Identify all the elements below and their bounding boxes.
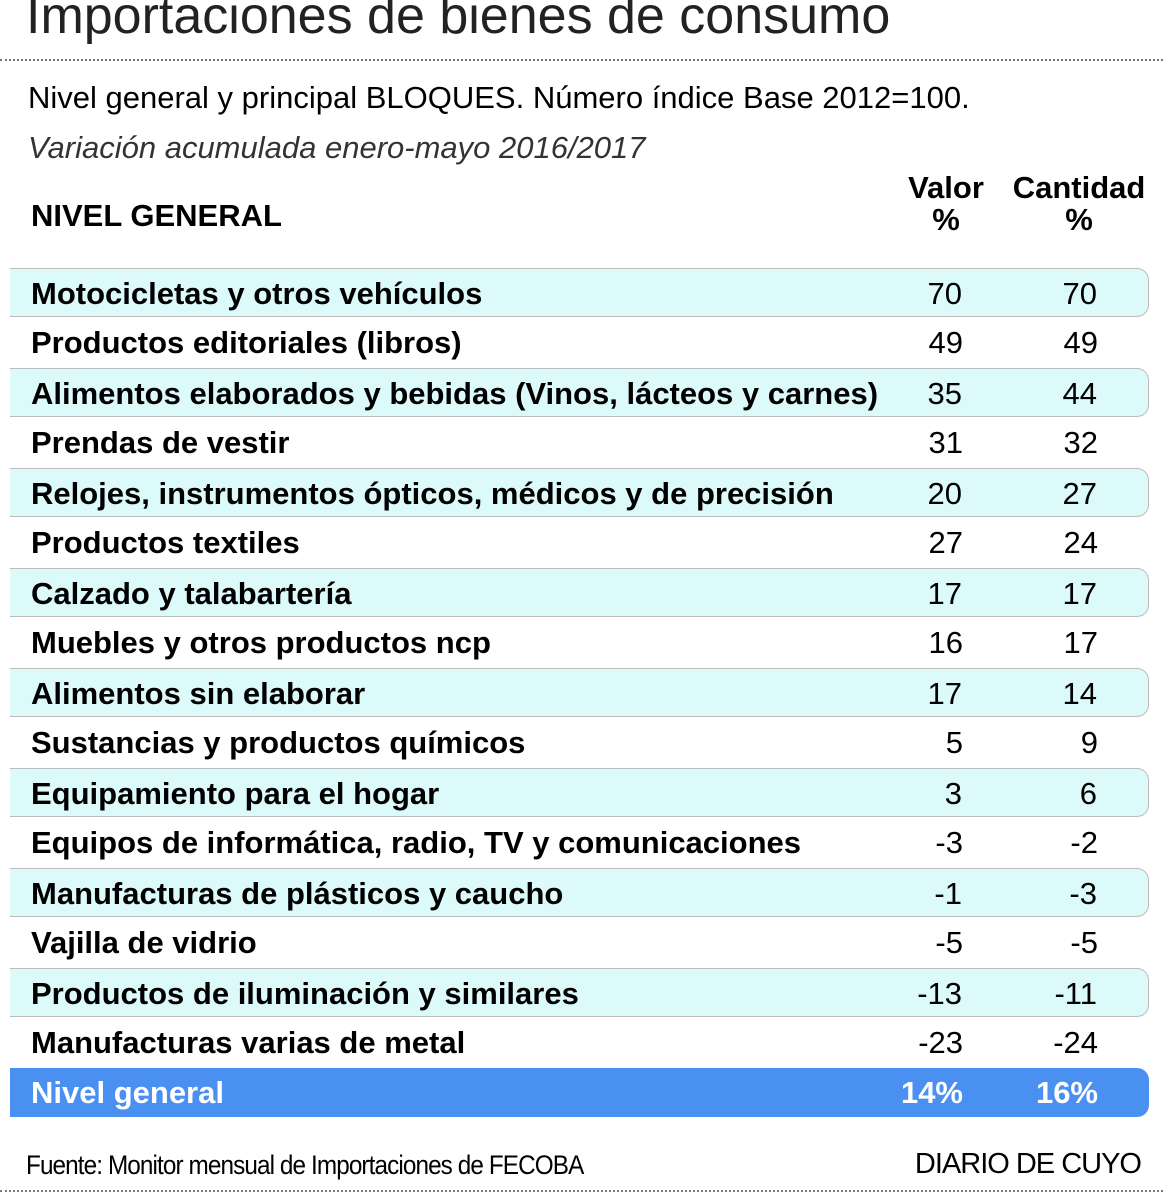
- table-row: Equipos de informática, radio, TV y comu…: [10, 818, 1149, 867]
- table-row: Motocicletas y otros vehículos 70 70: [10, 268, 1149, 317]
- table-row: Vajilla de vidrio -5 -5: [10, 918, 1149, 967]
- cantidad-cell: -11: [1054, 976, 1097, 1011]
- cantidad-cell: 9: [1080, 725, 1098, 760]
- table-row: Productos editoriales (libros) 49 49: [10, 318, 1149, 367]
- row-label: Relojes, instrumentos ópticos, médicos y…: [31, 476, 834, 511]
- table-row: Sustancias y productos químicos 5 9: [10, 718, 1149, 767]
- row-label: Nivel general: [31, 1075, 224, 1110]
- table-row: Manufacturas de plásticos y caucho -1 -3: [10, 868, 1149, 917]
- row-label: Sustancias y productos químicos: [31, 725, 526, 760]
- header-valor-unit: %: [932, 202, 960, 237]
- table-row: Productos textiles 27 24: [10, 518, 1149, 567]
- table-row: Equipamiento para el hogar 3 6: [10, 768, 1149, 817]
- valor-cell: -3: [935, 825, 963, 860]
- row-label: Motocicletas y otros vehículos: [31, 276, 483, 311]
- valor-cell: 27: [928, 525, 963, 560]
- cantidad-cell: -5: [1070, 925, 1098, 960]
- header-label: NIVEL GENERAL: [31, 198, 282, 233]
- cantidad-cell: -3: [1069, 876, 1097, 911]
- cantidad-cell: 32: [1063, 425, 1098, 460]
- header-cantidad-unit: %: [1065, 202, 1093, 237]
- cantidad-cell: 24: [1063, 525, 1098, 560]
- table-row: Productos de iluminación y similares -13 -…: [10, 968, 1149, 1017]
- header-cantidad: Cantidad %: [1006, 172, 1152, 236]
- row-label: Productos de iluminación y similares: [31, 976, 579, 1011]
- cantidad-cell: 17: [1062, 576, 1097, 611]
- table-row: Muebles y otros productos ncp 16 17: [10, 618, 1149, 667]
- valor-cell: 16: [928, 625, 963, 660]
- table-row: Relojes, instrumentos ópticos, médicos y…: [10, 468, 1149, 517]
- table-row: Manufacturas varias de metal -23 -24: [10, 1018, 1149, 1067]
- valor-cell: 31: [928, 425, 963, 460]
- valor-cell: 49: [928, 325, 963, 360]
- cantidad-cell: -24: [1053, 1025, 1098, 1060]
- total-row: Nivel general 14% 16%: [10, 1068, 1149, 1117]
- valor-cell: 17: [927, 676, 962, 711]
- cantidad-cell: 70: [1062, 276, 1097, 311]
- row-label: Vajilla de vidrio: [31, 925, 257, 960]
- valor-cell: 14%: [900, 1075, 963, 1110]
- cantidad-cell: 14: [1062, 676, 1097, 711]
- header-valor-label: Valor: [908, 170, 984, 205]
- cantidad-cell: 16%: [1035, 1075, 1098, 1110]
- valor-cell: -23: [918, 1025, 963, 1060]
- row-label: Muebles y otros productos ncp: [31, 625, 491, 660]
- valor-cell: 70: [927, 276, 962, 311]
- divider-bottom: [0, 1190, 1163, 1192]
- valor-cell: -13: [917, 976, 962, 1011]
- cantidad-cell: 17: [1063, 625, 1098, 660]
- cantidad-cell: 27: [1062, 476, 1097, 511]
- valor-cell: -5: [935, 925, 963, 960]
- row-label: Productos textiles: [31, 525, 300, 560]
- divider: [0, 59, 1163, 61]
- cantidad-cell: 49: [1063, 325, 1098, 360]
- row-label: Equipamiento para el hogar: [31, 776, 440, 811]
- source: Fuente: Monitor mensual de Importaciones…: [26, 1150, 584, 1180]
- valor-cell: 20: [927, 476, 962, 511]
- table-row: Prendas de vestir 31 32: [10, 418, 1149, 467]
- row-label: Calzado y talabartería: [31, 576, 352, 611]
- row-label: Prendas de vestir: [31, 425, 290, 460]
- subtitle: Nivel general y principal BLOQUES. Númer…: [28, 80, 970, 115]
- cantidad-cell: 44: [1062, 376, 1097, 411]
- valor-cell: 3: [944, 776, 962, 811]
- subtitle-period: Variación acumulada enero-mayo 2016/2017: [28, 130, 646, 165]
- row-label: Manufacturas varias de metal: [31, 1025, 466, 1060]
- valor-cell: 17: [927, 576, 962, 611]
- valor-cell: 35: [927, 376, 962, 411]
- cantidad-cell: 6: [1079, 776, 1097, 811]
- header-cantidad-label: Cantidad: [1012, 170, 1146, 205]
- table-row: Alimentos elaborados y bebidas (Vinos, l…: [10, 368, 1149, 417]
- table-row: Alimentos sin elaborar 17 14: [10, 668, 1149, 717]
- row-label: Alimentos elaborados y bebidas (Vinos, l…: [31, 376, 879, 411]
- row-label: Equipos de informática, radio, TV y comu…: [31, 825, 802, 860]
- row-label: Manufacturas de plásticos y caucho: [31, 876, 564, 911]
- cantidad-cell: -2: [1070, 825, 1098, 860]
- header-valor: Valor %: [900, 172, 992, 236]
- row-label: Alimentos sin elaborar: [31, 676, 366, 711]
- row-label: Productos editoriales (libros): [31, 325, 462, 360]
- title: Importaciones de bienes de consumo: [26, 0, 891, 45]
- valor-cell: 5: [945, 725, 963, 760]
- valor-cell: -1: [934, 876, 962, 911]
- table-row: Calzado y talabartería 17 17: [10, 568, 1149, 617]
- brand: DIARIO DE CUYO: [914, 1148, 1142, 1180]
